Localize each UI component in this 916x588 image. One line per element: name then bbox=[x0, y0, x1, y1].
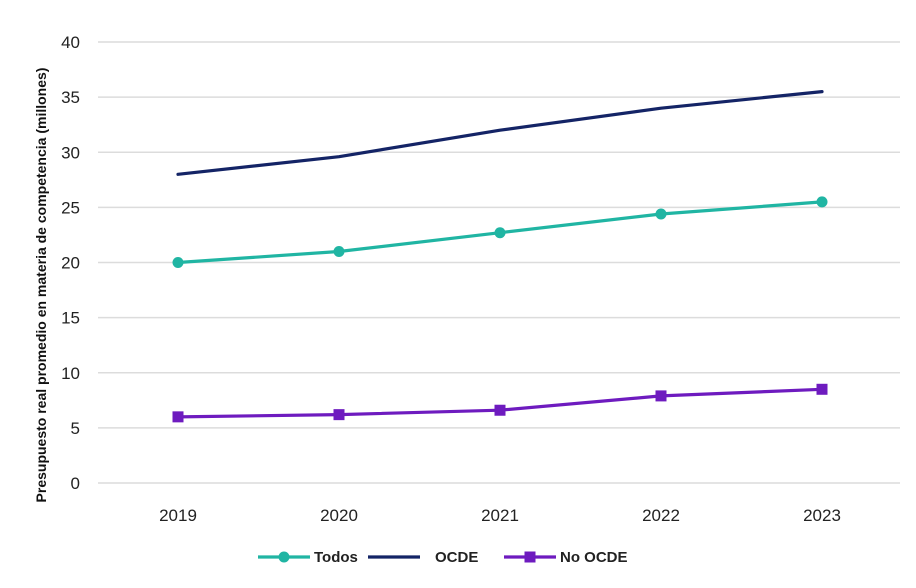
series-ocde bbox=[176, 89, 824, 176]
data-point-todos bbox=[655, 208, 667, 220]
legend-label-todos: Todos bbox=[314, 549, 358, 566]
y-tick-label: 20 bbox=[61, 254, 80, 273]
legend-item-todos: Todos bbox=[258, 549, 358, 566]
data-point-todos bbox=[816, 196, 828, 208]
legend: Todos OCDE No OCDE bbox=[258, 549, 628, 566]
series-line-ocde bbox=[176, 89, 824, 176]
data-point-todos bbox=[172, 257, 184, 268]
legend-label-ocde: OCDE bbox=[435, 549, 478, 566]
y-tick-label: 40 bbox=[61, 33, 80, 52]
data-point-no-ocde bbox=[816, 383, 828, 395]
y-tick-label: 10 bbox=[61, 364, 80, 383]
data-point-no-ocde bbox=[494, 404, 506, 416]
data-point-no-ocde bbox=[655, 390, 667, 402]
y-tick-label: 35 bbox=[61, 88, 80, 107]
y-tick-label: 15 bbox=[61, 309, 80, 328]
data-point-todos bbox=[333, 245, 345, 257]
gridlines bbox=[98, 41, 900, 484]
y-axis-ticks: 0 5 10 15 20 25 30 35 40 bbox=[61, 33, 80, 493]
x-axis-ticks: 2019 2020 2021 2022 2023 bbox=[159, 506, 841, 525]
x-tick-label: 2021 bbox=[481, 506, 519, 525]
y-tick-label: 0 bbox=[71, 474, 80, 493]
y-tick-label: 30 bbox=[61, 143, 80, 162]
legend-item-ocde: OCDE bbox=[368, 549, 478, 566]
legend-label-no-ocde: No OCDE bbox=[560, 549, 628, 566]
x-tick-label: 2020 bbox=[320, 506, 358, 525]
data-point-no-ocde bbox=[172, 411, 184, 423]
x-tick-label: 2022 bbox=[642, 506, 680, 525]
y-axis-label: Presupuesto real promedio en materia de … bbox=[33, 68, 49, 503]
legend-item-no-ocde: No OCDE bbox=[504, 549, 628, 566]
data-point-todos bbox=[494, 227, 506, 239]
series-todos bbox=[172, 196, 828, 268]
data-point-no-ocde bbox=[333, 409, 345, 421]
x-tick-label: 2019 bbox=[159, 506, 197, 525]
y-tick-label: 5 bbox=[71, 419, 80, 438]
y-tick-label: 25 bbox=[61, 198, 80, 217]
legend-marker-no-ocde bbox=[524, 551, 536, 563]
series-lines bbox=[172, 89, 828, 423]
x-tick-label: 2023 bbox=[803, 506, 841, 525]
series-no-ocde bbox=[172, 383, 828, 423]
legend-marker-todos bbox=[278, 551, 290, 563]
